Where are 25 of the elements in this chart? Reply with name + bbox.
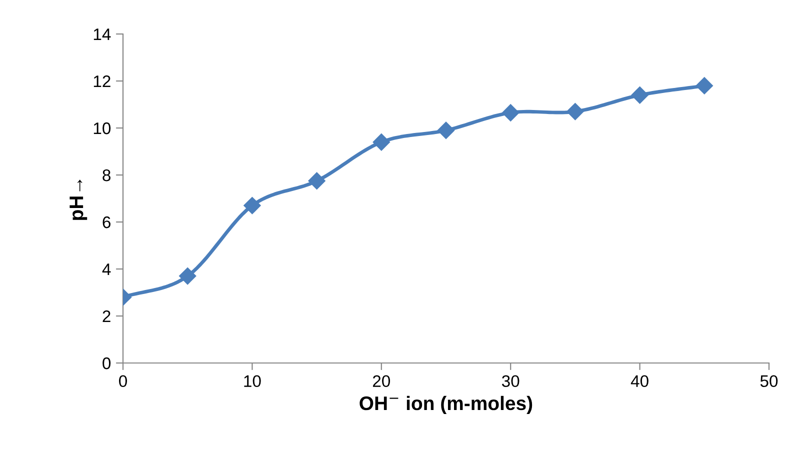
y-axis-title: pH→	[70, 180, 88, 220]
point	[437, 122, 455, 139]
y-tick-label: 2	[102, 310, 110, 322]
y-tick-label: 12	[94, 75, 110, 88]
point	[502, 104, 520, 122]
y-tick-label: 10	[94, 122, 111, 134]
x-tick-label: 10	[244, 375, 261, 388]
y-tick-label: 8	[102, 169, 110, 182]
point	[308, 172, 326, 190]
y-tick-label: 6	[102, 216, 110, 228]
y-tick-label: 14	[94, 28, 111, 40]
x-tick-label: 50	[760, 375, 778, 388]
x-tick-label: 30	[502, 375, 520, 388]
x-tick-label: 0	[119, 375, 127, 388]
x-axis-title: OH$^{−}$ ion (m-moles)	[360, 396, 532, 414]
y-tick-label: 0	[102, 357, 111, 370]
point	[566, 103, 584, 120]
point	[631, 86, 648, 104]
y-tick-label: 4	[102, 264, 111, 276]
point	[179, 268, 196, 285]
point	[244, 197, 261, 214]
point	[696, 77, 713, 94]
x-tick-label: 20	[372, 375, 390, 388]
x-tick-label: 40	[630, 375, 648, 388]
point	[372, 134, 390, 151]
